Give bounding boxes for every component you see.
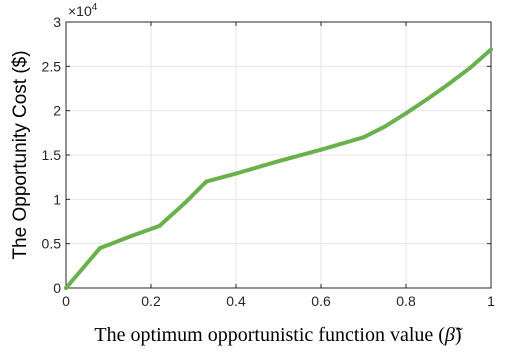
x-tick-label: 0.4 xyxy=(226,293,246,309)
data-point xyxy=(183,200,187,205)
data-point xyxy=(382,124,387,129)
x-tick-label: 0.2 xyxy=(141,293,161,309)
x-axis-label-close-paren: ) xyxy=(455,324,462,346)
series-line xyxy=(64,47,493,290)
data-point xyxy=(98,246,102,251)
series-points xyxy=(64,47,493,290)
x-axis-label-text: The optimum opportunistic function value xyxy=(94,324,433,346)
y-axis-exponent-power: 4 xyxy=(92,2,98,13)
grid xyxy=(65,21,492,289)
data-point xyxy=(157,223,162,228)
data-point xyxy=(467,66,472,71)
x-tick-label: 0.8 xyxy=(396,293,416,309)
x-tick-label: 1 xyxy=(487,293,495,309)
data-point xyxy=(276,159,281,164)
x-tick-label: 0 xyxy=(62,293,70,309)
data-point xyxy=(489,47,493,52)
data-point xyxy=(404,111,408,116)
y-axis-exponent: ×104 xyxy=(68,2,98,19)
data-point xyxy=(64,286,68,290)
data-point xyxy=(446,82,451,87)
y-tick-label: 2 xyxy=(53,103,61,119)
y-tick-labels: 0 0.5 1 1.5 2 2.5 3 xyxy=(42,14,62,296)
x-tick-label: 0.6 xyxy=(311,293,331,309)
y-tick-label: 1.5 xyxy=(42,147,62,163)
x-axis-label-open-paren: ( xyxy=(433,324,445,346)
data-point xyxy=(127,234,132,239)
x-axis-label: The optimum opportunistic function value… xyxy=(94,324,462,346)
data-point xyxy=(204,179,209,184)
data-point xyxy=(425,97,430,102)
y-tick-label: 0 xyxy=(53,280,61,296)
y-tick-label: 1 xyxy=(53,191,61,207)
y-axis-label: The Opportunity Cost ($) xyxy=(10,50,31,259)
y-tick-label: 3 xyxy=(53,14,61,30)
data-point xyxy=(319,147,323,152)
data-point xyxy=(361,135,366,140)
data-point xyxy=(234,171,238,176)
x-tick-labels: 0 0.2 0.4 0.6 0.8 1 xyxy=(62,293,495,309)
y-axis-exponent-base: ×10 xyxy=(68,3,92,19)
y-tick-label: 0.5 xyxy=(42,236,62,252)
y-tick-label: 2.5 xyxy=(42,58,62,74)
axis-ticks xyxy=(65,21,492,289)
